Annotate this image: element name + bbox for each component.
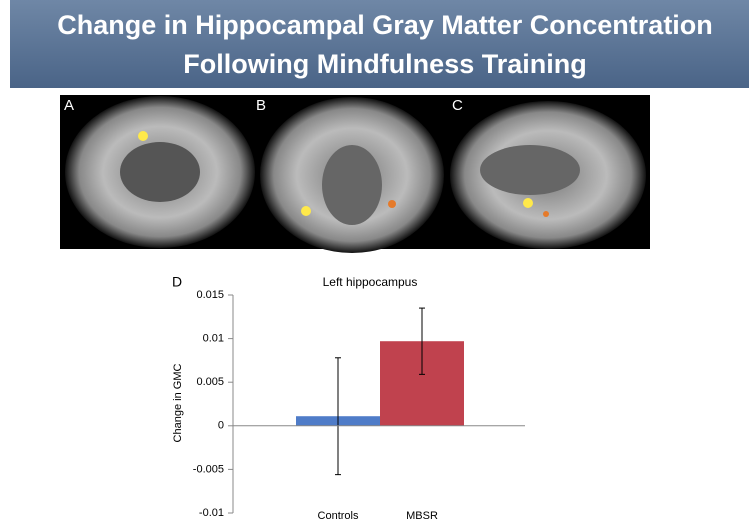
y-tick-label: 0 (218, 420, 224, 432)
y-tick-label: 0.015 (196, 289, 224, 301)
activation (543, 211, 549, 217)
y-tick-label: 0.005 (196, 376, 224, 388)
y-tick-label: -0.005 (193, 463, 224, 475)
title-banner (10, 0, 749, 88)
panel-label: A (64, 97, 74, 114)
activation (523, 198, 533, 208)
brain-detail (322, 145, 382, 225)
slide-title: Following Mindfulness Training (183, 49, 586, 79)
activation (301, 206, 311, 216)
chart: D Left hippocampus Change in GMC -0.01 -0… (172, 274, 525, 522)
brain-detail (120, 142, 200, 202)
panel-label: B (256, 97, 266, 114)
y-tick-label: -0.01 (199, 507, 224, 519)
activation (388, 200, 396, 208)
x-tick-label: Controls (318, 510, 359, 522)
x-tick-label: MBSR (406, 510, 438, 522)
y-axis-label: Change in GMC (172, 364, 184, 443)
slide-title: Change in Hippocampal Gray Matter Concen… (57, 10, 713, 40)
activation (138, 131, 148, 141)
panel-label: C (452, 97, 463, 114)
y-tick-label: 0.01 (203, 333, 224, 345)
chart-title: Left hippocampus (323, 275, 418, 289)
brain-images: A B C (60, 95, 650, 253)
panel-label: D (172, 274, 182, 290)
brain-detail (480, 145, 580, 195)
